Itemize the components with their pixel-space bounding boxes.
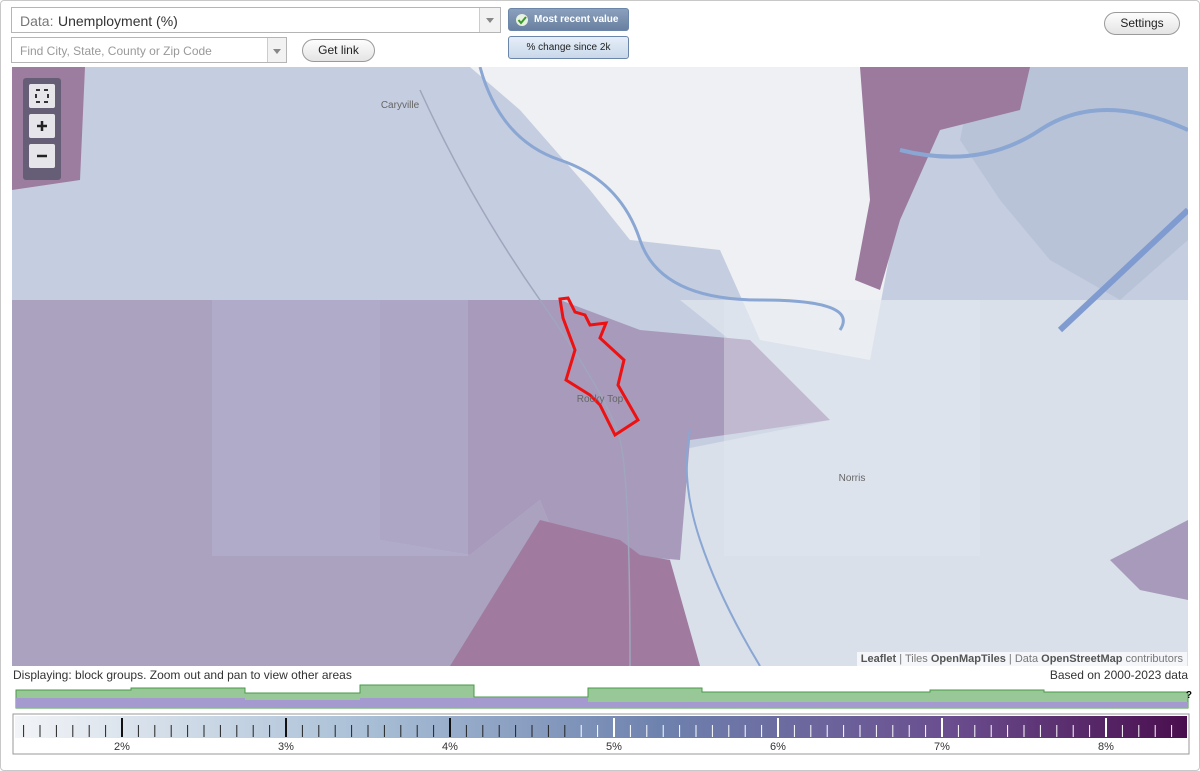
dropdown-arrow	[273, 49, 281, 54]
tile-overlay	[724, 300, 980, 556]
tile-overlay	[212, 300, 468, 556]
attribution-text: Tiles	[904, 653, 928, 665]
place-label: Norris	[839, 473, 866, 484]
map[interactable]: Caryville Rocky Top Norris	[12, 67, 1188, 666]
place-label: Caryville	[381, 100, 420, 111]
river	[685, 429, 761, 666]
attribution-link[interactable]: Leaflet	[860, 653, 897, 665]
plus-icon	[37, 121, 47, 131]
legend-gradient	[15, 716, 1187, 738]
region-northeast	[960, 67, 1188, 300]
road	[419, 89, 631, 666]
most-recent-toggle[interactable]: Most recent value	[508, 8, 629, 31]
dropdown-button[interactable]	[479, 8, 500, 32]
region-southeast	[1110, 520, 1188, 600]
fullscreen-icon	[35, 89, 49, 103]
based-on-note: Based on 2000-2023 data	[1049, 668, 1188, 682]
data-label: Data:	[20, 13, 54, 29]
region-south	[450, 520, 700, 666]
search-placeholder: Find City, State, County or Zip Code	[20, 44, 212, 58]
place-label: Rocky Top	[577, 394, 624, 405]
legend-label: 4%	[442, 741, 458, 753]
percent-change-toggle[interactable]: % change since 2k	[508, 36, 629, 59]
region-lake	[470, 67, 900, 360]
data-select[interactable]: Data: Unemployment (%)	[11, 7, 501, 33]
region-west	[12, 300, 560, 666]
legend-label: 6%	[770, 741, 786, 753]
settings-button[interactable]: Settings	[1104, 12, 1180, 35]
legend-label: 7%	[934, 741, 950, 753]
attribution: Leaflet | Tiles OpenMapTiles | Data Open…	[856, 652, 1187, 666]
attribution-separator: |	[1008, 653, 1012, 665]
histogram: ?	[15, 684, 1192, 709]
river	[899, 108, 1188, 159]
fullscreen-button[interactable]	[29, 84, 55, 108]
attribution-separator: |	[899, 653, 903, 665]
river	[1057, 207, 1188, 333]
selected-area-outline	[558, 296, 641, 438]
search-dropdown[interactable]	[267, 38, 286, 62]
region-center	[380, 300, 830, 560]
legend: 2% 3% 4% 5% 6% 7% 8%	[12, 713, 1190, 755]
legend-label: 3%	[278, 741, 294, 753]
dropdown-arrow	[486, 18, 494, 23]
attribution-link[interactable]: OpenMapTiles	[930, 653, 1006, 665]
search-box[interactable]: Find City, State, County or Zip Code	[11, 37, 287, 63]
region-dark-north	[855, 67, 1030, 290]
legend-label: 5%	[606, 741, 622, 753]
legend-label: 2%	[114, 741, 130, 753]
zoom-control	[23, 78, 61, 180]
displaying-note: Displaying: block groups. Zoom out and p…	[13, 668, 352, 682]
legend-label: 8%	[1098, 741, 1114, 753]
most-recent-label: Most recent value	[534, 14, 619, 25]
get-link-button[interactable]: Get link	[302, 39, 375, 62]
river	[478, 67, 845, 331]
legend-ticks	[23, 718, 1173, 737]
check-icon	[516, 14, 528, 26]
attribution-text: contributors	[1125, 653, 1183, 665]
attribution-link[interactable]: OpenStreetMap	[1041, 653, 1123, 665]
histogram-purple	[16, 698, 1188, 708]
attribution-text: Data	[1014, 653, 1039, 665]
help-icon[interactable]: ?	[1186, 690, 1192, 701]
data-value: Unemployment (%)	[58, 13, 178, 29]
